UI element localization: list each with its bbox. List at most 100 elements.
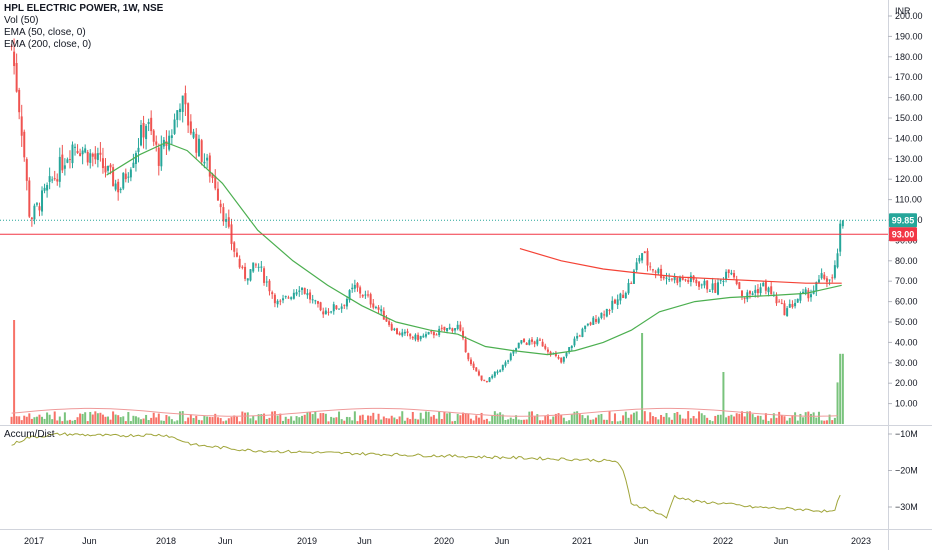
volume-bar bbox=[794, 412, 797, 424]
volume-bar bbox=[485, 418, 488, 424]
candle-body bbox=[56, 179, 59, 182]
volume-bar bbox=[759, 415, 762, 424]
candle-body bbox=[557, 356, 560, 359]
volume-bar bbox=[638, 420, 641, 424]
volume-bar bbox=[91, 414, 94, 424]
candle-body bbox=[735, 279, 738, 285]
volume-bar bbox=[698, 411, 701, 424]
legend-ema200[interactable]: EMA (200, close, 0) bbox=[4, 39, 92, 50]
candle-body bbox=[170, 135, 173, 138]
candle-body bbox=[401, 332, 404, 336]
candle-body bbox=[700, 284, 703, 286]
volume-bar bbox=[330, 416, 333, 424]
volume-bar bbox=[195, 415, 198, 424]
candle-body bbox=[531, 339, 534, 342]
ad-tick-label: −20M bbox=[895, 466, 918, 476]
candle-body bbox=[778, 301, 781, 303]
candle-body bbox=[91, 153, 94, 157]
candle-body bbox=[662, 276, 665, 279]
volume-bar bbox=[114, 414, 117, 424]
candle-body bbox=[316, 301, 319, 304]
volume-bar bbox=[722, 372, 725, 424]
candle-body bbox=[273, 294, 276, 304]
volume-bar bbox=[549, 419, 552, 424]
volume-bar bbox=[472, 420, 475, 424]
volume-bar bbox=[608, 411, 611, 424]
volume-bar bbox=[592, 419, 595, 424]
price-tick-label: 20.00 bbox=[895, 378, 918, 388]
candle-body bbox=[25, 159, 28, 181]
candle-body bbox=[332, 304, 335, 312]
volume-bar bbox=[427, 411, 430, 424]
volume-bar bbox=[597, 414, 600, 424]
candle-body bbox=[301, 287, 304, 291]
volume-bar bbox=[448, 411, 451, 424]
price-tick-label: 200.00 bbox=[895, 11, 923, 21]
volume-bar bbox=[770, 418, 773, 424]
candle-body bbox=[687, 280, 690, 283]
candle-body bbox=[150, 117, 153, 132]
candle-body bbox=[573, 338, 576, 346]
price-tick-label: 60.00 bbox=[895, 297, 918, 307]
candle-body bbox=[472, 363, 475, 368]
volume-bar bbox=[562, 417, 565, 424]
candle-body bbox=[28, 180, 31, 217]
candle-body bbox=[127, 176, 130, 178]
candle-body bbox=[504, 362, 507, 366]
volume-bar bbox=[316, 418, 319, 424]
volume-bar bbox=[335, 417, 338, 424]
volume-bar bbox=[388, 418, 391, 424]
volume-bar bbox=[469, 418, 472, 424]
volume-bar bbox=[129, 421, 132, 424]
candle-body bbox=[501, 365, 504, 371]
volume-bar bbox=[132, 415, 135, 424]
candle-body bbox=[117, 181, 120, 193]
candle-body bbox=[66, 159, 69, 163]
volume-bar bbox=[719, 414, 722, 424]
volume-bar bbox=[246, 412, 249, 424]
candle-body bbox=[703, 280, 706, 286]
volume-bar bbox=[727, 415, 730, 424]
volume-bar bbox=[359, 415, 362, 424]
candle-body bbox=[536, 339, 539, 345]
volume-bar bbox=[119, 417, 122, 424]
volume-bar bbox=[124, 421, 127, 424]
candle-body bbox=[48, 176, 51, 182]
volume-bar bbox=[206, 416, 209, 424]
volume-bar bbox=[778, 411, 781, 424]
candle-body bbox=[698, 281, 701, 287]
volume-bar bbox=[812, 412, 815, 424]
volume-bar bbox=[668, 417, 671, 424]
candle-body bbox=[388, 321, 391, 325]
candle-body bbox=[147, 122, 150, 125]
volume-bar bbox=[406, 417, 409, 424]
candle-body bbox=[493, 372, 496, 377]
volume-bar bbox=[831, 420, 834, 424]
time-tick-label: 2018 bbox=[156, 536, 176, 546]
indicator-label[interactable]: Accum/Dist bbox=[4, 429, 55, 440]
volume-bar bbox=[735, 413, 738, 424]
candle-body bbox=[214, 176, 217, 189]
volume-bar bbox=[603, 419, 606, 424]
symbol-title[interactable]: HPL ELECTRIC POWER, 1W, NSE bbox=[4, 3, 164, 14]
volume-bar bbox=[660, 414, 663, 424]
legend-ema50[interactable]: EMA (50, close, 0) bbox=[4, 27, 86, 38]
candle-body bbox=[84, 148, 87, 153]
volume-bar bbox=[127, 412, 130, 424]
candle-body bbox=[613, 299, 616, 304]
candle-body bbox=[96, 153, 99, 160]
volume-bar bbox=[390, 415, 393, 424]
last-price-tag-label: 99.85 bbox=[892, 215, 915, 225]
volume-bar bbox=[43, 418, 46, 424]
volume-bar bbox=[711, 421, 714, 424]
volume-bar bbox=[673, 413, 676, 424]
legend-volume[interactable]: Vol (50) bbox=[4, 15, 39, 26]
candle-body bbox=[619, 293, 622, 301]
candle-body bbox=[711, 283, 714, 290]
candle-body bbox=[689, 275, 692, 282]
candle-body bbox=[176, 110, 179, 120]
volume-bar bbox=[657, 419, 660, 424]
candle-body bbox=[448, 327, 451, 329]
volume-bar bbox=[287, 418, 290, 424]
